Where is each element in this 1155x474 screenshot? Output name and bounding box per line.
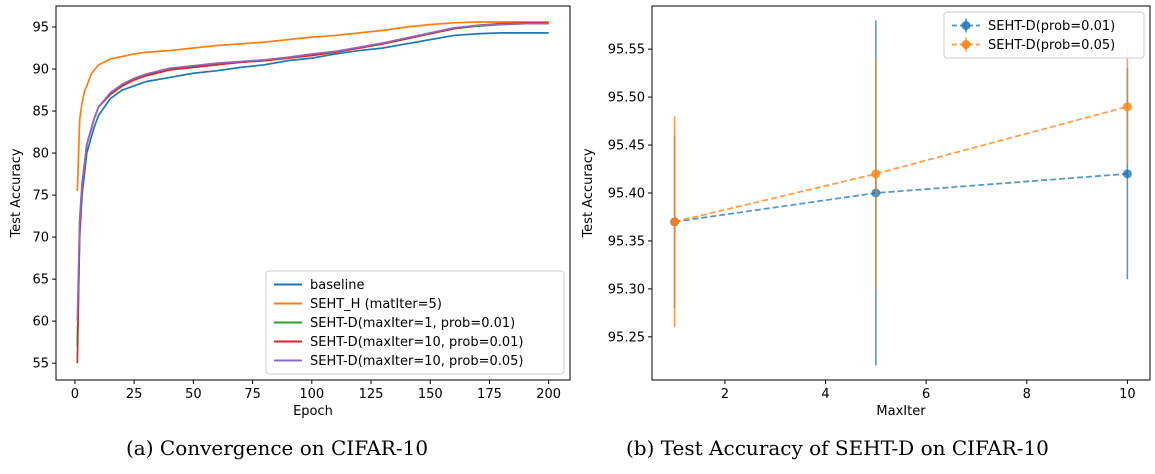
series-line [674,172,1128,223]
legend-entry: SEHT-D(prob=0.01) [952,18,1115,34]
legend: SEHT-D(prob=0.01) SEHT-D(prob=0.05) [943,11,1145,59]
legend-label: SEHT-D(maxIter=1, prob=0.01) [310,316,515,331]
series-line [76,22,549,322]
y-tick-label: 60 [32,315,49,330]
x-tick-label: 25 [126,387,143,402]
legend-label: SEHT-D(maxIter=10, prob=0.01) [310,335,523,350]
data-point [1122,169,1132,179]
x-tick-label: 0 [71,387,79,402]
x-axis-label: MaxIter [876,404,926,419]
plot-area [670,20,1132,366]
x-tick-label: 175 [477,387,502,402]
chart-convergence: 0 25 50 75 100 125 150 175 200 55 60 65 70 75 80 85 90 95… [9,5,571,419]
y-axis-label: Test Accuracy [9,148,24,238]
caption-left: (a) Convergence on CIFAR-10 [126,436,429,460]
y-tick-label: 75 [32,189,49,204]
y-tick-label: 55 [32,357,49,372]
y-tick-label: 95 [32,21,49,36]
chart-maxiter: 2 4 6 8 10 95.25 95.30 95.35 95.40 95.45 95.50 95.5… [581,5,1151,419]
legend-entry: SEHT-D(maxIter=1, prob=0.01) [274,316,515,331]
caption-right: (b) Test Accuracy of SEHT-D on CIFAR-10 [626,436,1049,460]
series-line [76,32,549,347]
legend-entry: SEHT-D(maxIter=10, prob=0.01) [274,335,523,350]
y-tick-label: 95.30 [608,282,645,297]
y-tick-label: 95.35 [608,234,645,249]
x-tick-label: 8 [1023,387,1031,402]
y-tick-label: 70 [32,231,49,246]
data-point [670,217,680,227]
legend-label: SEHT-D(prob=0.01) [988,19,1115,34]
legend: baseline SEHT_H (matIter=5) SEHT-D(maxIter… [265,270,565,375]
x-tick-label: 4 [821,387,829,402]
x-tick-label: 200 [536,387,561,402]
series-line [674,105,1128,223]
y-tick-label: 95.40 [608,187,645,202]
axes-frame [55,5,571,381]
y-tick-label: 65 [32,273,49,288]
x-axis-label: Epoch [293,404,333,419]
y-axis-label: Test Accuracy [581,148,596,238]
legend-box [265,270,565,375]
y-tick-label: 90 [32,63,49,78]
legend-label: SEHT-D(maxIter=10, prob=0.05) [310,354,523,369]
legend-entry: SEHT_H (matIter=5) [274,297,442,312]
legend-entry: SEHT-D(prob=0.05) [952,37,1115,53]
x-tick-label: 125 [359,387,384,402]
x-tick-label: 6 [922,387,930,402]
data-point [1122,102,1132,112]
y-tick-label: 95.50 [608,91,645,106]
y-tick-label: 80 [32,147,49,162]
legend-box [943,11,1145,59]
axes-frame [651,5,1151,381]
x-tick-label: 75 [244,387,261,402]
legend-marker [961,21,971,30]
legend-entry: SEHT-D(maxIter=10, prob=0.05) [274,354,523,369]
legend-entry: baseline [274,278,364,293]
legend-label: baseline [310,278,364,293]
data-point [871,169,881,179]
legend-label: SEHT_H (matIter=5) [310,297,442,312]
y-tick-label: 95.25 [608,330,645,345]
y-tick-label: 95.45 [608,139,645,154]
x-tick-label: 100 [299,387,324,402]
y-tick-label: 95.55 [608,43,645,58]
legend-marker [961,40,971,49]
x-tick-label: 10 [1119,387,1136,402]
x-tick-label: 2 [721,387,729,402]
plot-area [76,21,549,364]
x-tick-label: 50 [185,387,202,402]
series-line [76,21,549,191]
y-tick-label: 85 [32,105,49,120]
legend-label: SEHT-D(prob=0.05) [988,38,1115,53]
x-tick-label: 150 [418,387,443,402]
